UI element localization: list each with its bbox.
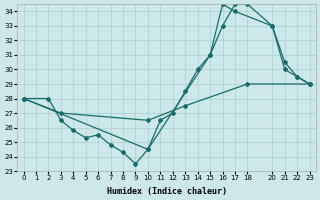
X-axis label: Humidex (Indice chaleur): Humidex (Indice chaleur) <box>107 187 227 196</box>
